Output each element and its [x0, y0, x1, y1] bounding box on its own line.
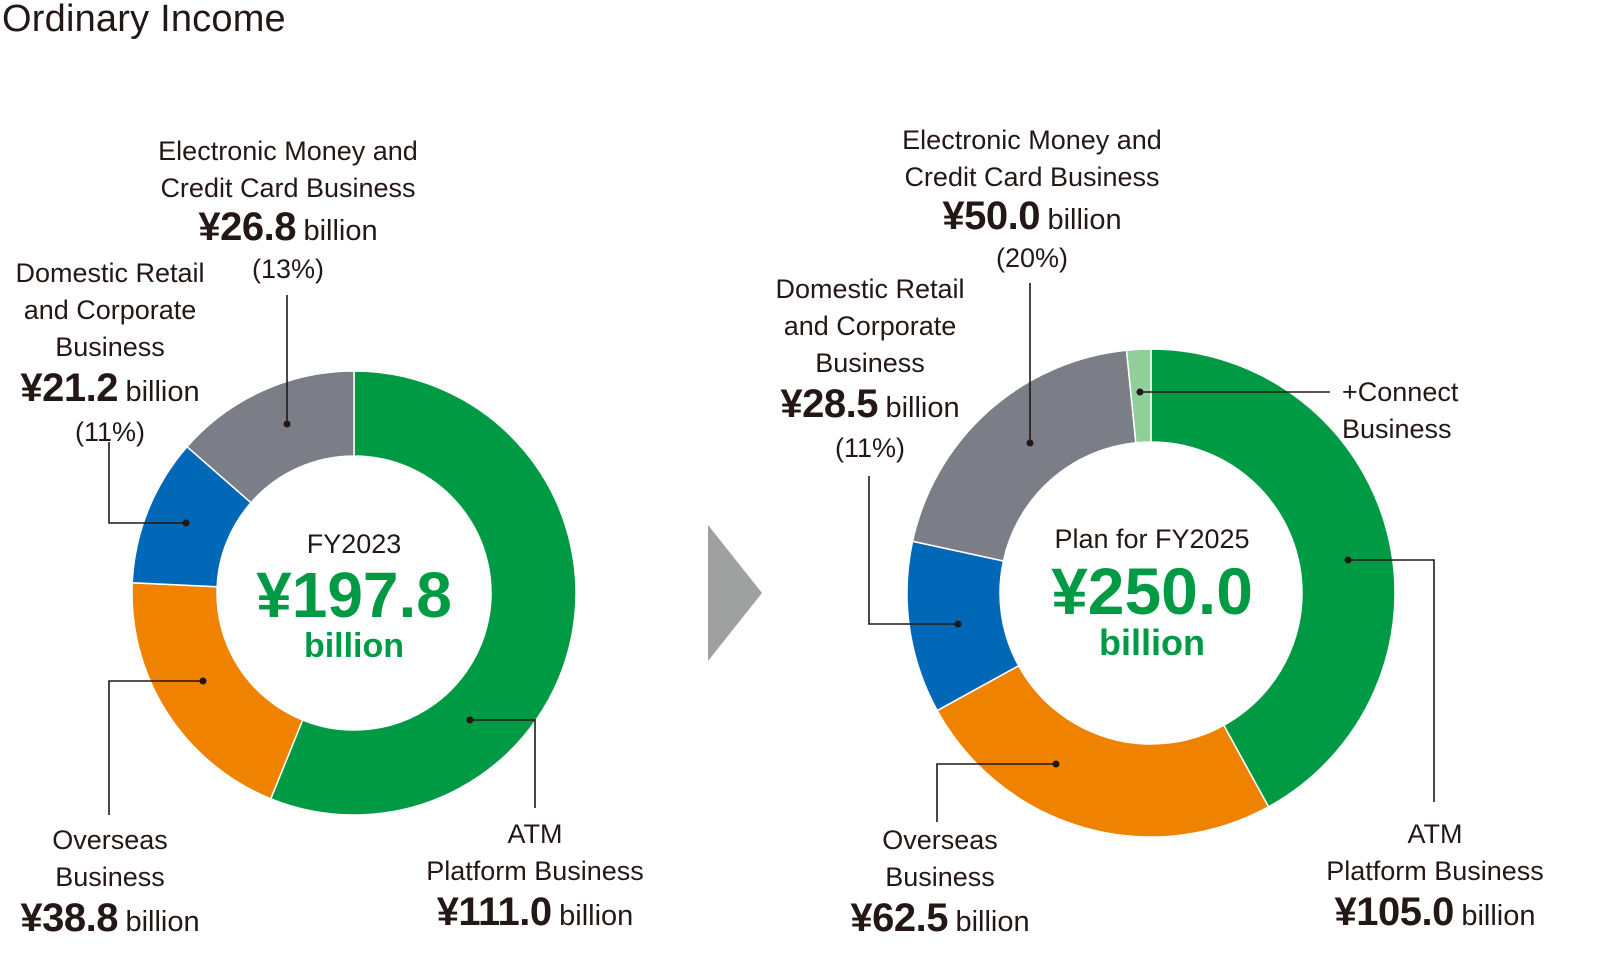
segment-unit: billion: [1461, 900, 1536, 932]
leader-lines: [108, 283, 1435, 822]
segment-unit: billion: [303, 215, 378, 247]
leader-fy2023-atm: [470, 719, 536, 808]
leader-fy2025-connect-dot: [1136, 388, 1144, 396]
fy2023-center-label: FY2023 ¥197.8 billion: [254, 527, 454, 663]
segment-unit: billion: [1047, 204, 1122, 236]
fy2025-center-label: Plan for FY2025 ¥250.0 billion: [1022, 522, 1282, 663]
segment-amount: ¥21.2: [20, 366, 118, 410]
segment-share: (11%): [74, 417, 146, 447]
segment-unit: billion: [885, 392, 960, 424]
center-fiscal-year: FY2023: [306, 529, 402, 559]
fy2025-connect-label: +Connect Business: [1342, 374, 1542, 448]
segment-share: (11%): [834, 433, 906, 463]
segment-name: Overseas: [52, 825, 168, 855]
fy2023-donut: [131, 370, 577, 816]
segment-amount: ¥26.8: [198, 205, 296, 249]
leader-fy2025-overseas: [936, 763, 1056, 822]
donut-slice-atm: [1150, 348, 1396, 808]
fy2025-donut: [906, 348, 1396, 838]
segment-name: Electronic Money and: [158, 136, 418, 166]
leader-fy2023-overseas-dot: [199, 677, 207, 685]
fy2023-atm-label: ATM Platform Business ¥111.0 billion: [390, 816, 680, 938]
segment-name: ATM: [507, 819, 563, 849]
center-total-value: ¥250.0: [1051, 554, 1253, 628]
segment-name: ATM: [1407, 819, 1463, 849]
segment-name: and Corporate: [783, 311, 957, 341]
fy2023-overseas-label: Overseas Business ¥38.8 billion: [0, 822, 220, 944]
segment-name: Domestic Retail: [15, 258, 205, 288]
donut-slice-connect: [1125, 348, 1152, 444]
center-fiscal-year: Plan for FY2025: [1054, 524, 1250, 554]
transition-arrow-icon: [708, 525, 762, 661]
segment-name: Business: [815, 348, 925, 378]
segment-amount: ¥28.5: [780, 382, 878, 426]
segment-name: and Corporate: [23, 295, 197, 325]
segment-amount: ¥105.0: [1334, 890, 1454, 934]
leader-fy2023-domestic: [108, 442, 186, 524]
donut-slice-overseas: [131, 581, 304, 800]
donut-slice-overseas: [936, 664, 1270, 838]
segment-name: Platform Business: [1326, 856, 1544, 886]
segment-name: Domestic Retail: [775, 274, 965, 304]
segment-share: (13%): [251, 254, 325, 284]
leader-fy2023-atm-dot: [466, 716, 474, 724]
fy2025-atm-label: ATM Platform Business ¥105.0 billion: [1300, 816, 1570, 938]
donut-slice-atm: [269, 370, 577, 816]
segment-name: Overseas: [882, 825, 998, 855]
leader-fy2023-electronic-dot: [283, 420, 291, 428]
segment-name: Platform Business: [426, 856, 644, 886]
fy2025-overseas-label: Overseas Business ¥62.5 billion: [820, 822, 1060, 944]
leader-fy2025-atm-dot: [1344, 556, 1352, 564]
segment-unit: billion: [955, 906, 1030, 938]
segment-name: Business: [885, 862, 995, 892]
segment-name: Business: [55, 332, 165, 362]
leader-fy2025-overseas-dot: [1052, 760, 1060, 768]
segment-name: Electronic Money and: [902, 125, 1162, 155]
fy2023-electronic-label: Electronic Money and Credit Card Busines…: [128, 133, 448, 288]
leader-fy2025-electronic-dot: [1026, 439, 1034, 447]
segment-amount: ¥38.8: [20, 896, 118, 940]
segment-name: +Connect: [1342, 377, 1459, 407]
leader-fy2023-domestic-dot: [182, 519, 190, 527]
leader-fy2023-overseas: [108, 680, 203, 815]
center-total-unit: billion: [1099, 622, 1205, 663]
segment-amount: ¥111.0: [436, 890, 552, 934]
segment-name: Credit Card Business: [904, 162, 1160, 192]
segment-name: Credit Card Business: [160, 173, 416, 203]
center-total-unit: billion: [303, 627, 405, 665]
center-total-value: ¥197.8: [256, 559, 452, 631]
fy2025-electronic-label: Electronic Money and Credit Card Busines…: [872, 122, 1192, 277]
segment-unit: billion: [125, 376, 200, 408]
segment-unit: billion: [559, 900, 634, 932]
fy2023-domestic-label: Domestic Retail and Corporate Business ¥…: [0, 255, 220, 451]
page-title: Ordinary Income: [2, 0, 286, 40]
segment-unit: billion: [125, 906, 200, 938]
segment-name: Business: [55, 862, 165, 892]
donut-slice-electronic: [185, 370, 355, 504]
segment-name: Business: [1342, 414, 1452, 444]
segment-amount: ¥62.5: [850, 896, 948, 940]
segment-amount: ¥50.0: [942, 194, 1040, 238]
leader-fy2025-atm: [1348, 559, 1435, 802]
leader-fy2025-domestic-dot: [954, 620, 962, 628]
donut-slice-electronic: [911, 349, 1137, 562]
segment-share: (20%): [995, 243, 1069, 273]
leader-fy2025-domestic: [868, 476, 958, 625]
fy2025-domestic-label: Domestic Retail and Corporate Business ¥…: [755, 271, 985, 467]
